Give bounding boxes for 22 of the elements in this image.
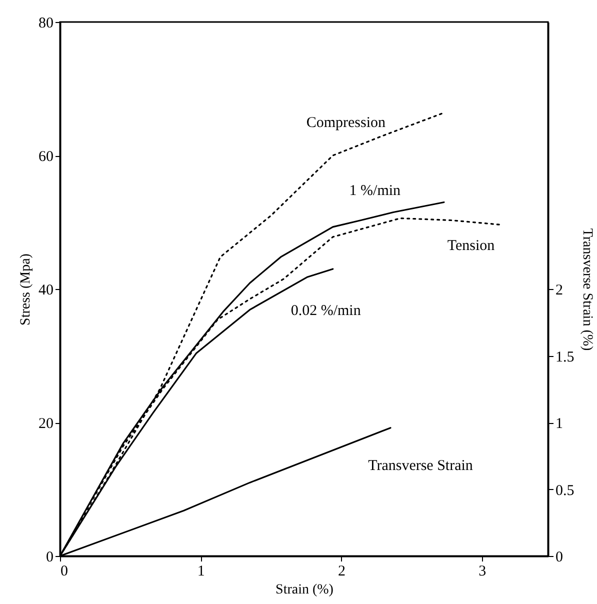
y2-tick-label: 1.5 [556,349,574,366]
y-tick-label: 0 [46,550,54,566]
y2-axis-title: Transverse Strain (%) [579,228,594,352]
x-tick-label: 2 [338,564,346,580]
series-label: 1 %/min [349,183,402,200]
y-tick-label: 20 [38,416,54,432]
series-label: Transverse Strain [368,458,474,474]
y-tick-label: 80 [38,16,54,32]
y2-tick-label: 0.5 [556,482,574,499]
series-label: Tension [447,238,496,254]
series-label: 0.02 %/min [290,302,362,319]
x-tick-label: 1 [197,564,205,580]
y-axis-title: Stress (Mpa) [18,253,34,326]
y2-tick-label: 2 [556,282,563,298]
x-axis-title: Strain (%) [276,582,334,598]
y-tick-label: 60 [38,149,54,165]
y2-tick-label: 0 [556,550,563,566]
x-tick-label: 0 [60,564,68,580]
x-tick-label: 3 [478,564,486,580]
y-tick-label: 40 [38,282,54,298]
y2-tick-label: 1 [556,416,563,432]
series-label: Compression [306,114,386,131]
